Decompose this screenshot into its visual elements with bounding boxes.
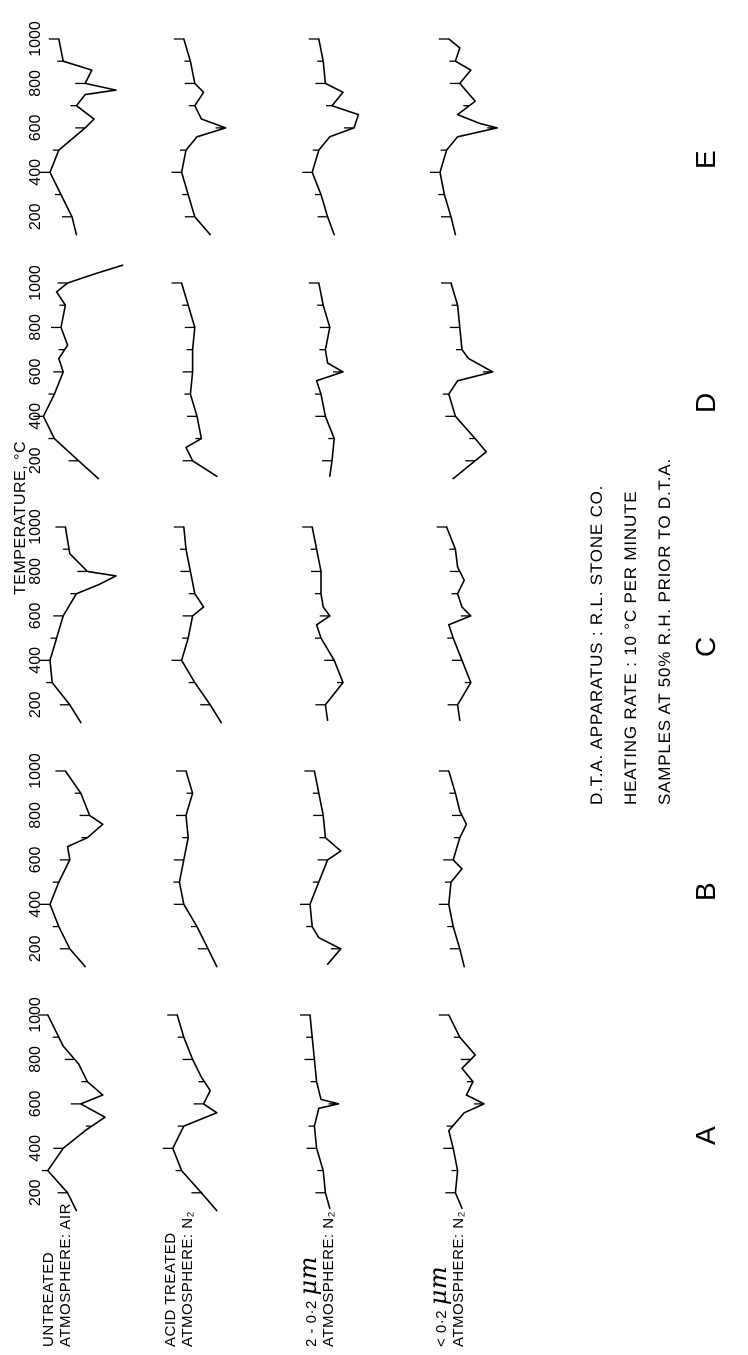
tick-label-c-400: 400 [27,647,44,674]
dta-curve-e-acid [180,38,227,236]
tick-label-e-400: 400 [27,159,44,186]
row-label-coarse: 2 - 0·2 μm ATMOSPHERE: N₂ [294,1211,337,1347]
column-letter-e: E [690,150,721,169]
row-label-fine-line1: < 0·2 [433,1305,450,1347]
axis-title: TEMPERATURE, °C [12,440,29,595]
row-label-untreated-line1: UNTREATED [40,1251,57,1347]
dta-curve-b-acid [178,770,218,968]
dta-curve-c-coarse [311,526,344,722]
dta-curve-e-fine [439,38,498,236]
row-label-acid-line1: ACID TREATED [162,1232,179,1347]
dta-curve-e-untreated [49,38,117,236]
tick-label-d-800: 800 [27,314,44,341]
dta-curve-c-acid [180,526,222,724]
dta-curve-c-untreated [49,526,117,724]
tick-label-a-1000: 1000 [27,997,44,1033]
column-letter-a: A [690,1126,721,1145]
row-label-coarse-line1: 2 - 0·2 [303,1295,320,1347]
row-label-untreated-line2: ATMOSPHERE: AIR [57,1203,74,1347]
row-label-fine-unit: μm [424,1265,452,1306]
dta-curve-d-acid [180,282,218,478]
dta-curve-d-fine [448,282,494,480]
tick-label-c-800: 800 [27,558,44,585]
dta-curve-d-untreated [42,264,124,480]
tick-label-d-1000: 1000 [27,265,44,301]
tick-label-a-600: 600 [27,1090,44,1117]
dta-curve-a-fine [448,1014,485,1210]
row-label-untreated: UNTREATED ATMOSPHERE: AIR [40,1203,74,1347]
row-label-coarse-unit: μm [294,1256,322,1296]
dta-curve-a-untreated [47,1014,106,1212]
tick-label-e-800: 800 [27,70,44,97]
dta-curve-b-coarse [309,770,342,966]
column-letter-b: B [690,882,721,901]
tick-label-c-1000: 1000 [27,509,44,545]
tick-label-d-600: 600 [27,358,44,385]
tick-label-a-400: 400 [27,1135,44,1162]
tick-label-e-600: 600 [27,114,44,141]
note-heating-rate: HEATING RATE : 10 °C PER MINUTE [621,490,640,805]
tick-label-b-200: 200 [27,935,44,962]
dta-curve-b-untreated [49,770,104,968]
note-samples: SAMPLES AT 50% R.H. PRIOR TO D.T.A. [655,457,674,805]
tick-label-b-600: 600 [27,846,44,873]
tick-label-a-200: 200 [27,1179,44,1206]
dta-curve-c-fine [445,526,472,722]
dta-curve-a-acid [172,1014,218,1212]
tick-label-e-1000: 1000 [27,21,44,57]
row-label-coarse-line2: ATMOSPHERE: N₂ [320,1211,337,1347]
tick-label-e-200: 200 [27,203,44,230]
row-label-fine: < 0·2 μm ATMOSPHERE: N₂ [424,1211,467,1347]
tick-label-b-400: 400 [27,891,44,918]
tick-label-d-200: 200 [27,447,44,474]
column-letter-d: D [690,392,721,413]
note-apparatus: D.T.A. APPARATUS : R.L. STONE CO. [587,484,606,805]
row-label-acid: ACID TREATED ATMOSPHERE: N₂ [162,1211,196,1347]
column-letter-c: C [690,636,721,657]
tick-label-a-800: 800 [27,1046,44,1073]
dta-curve-e-coarse [311,38,360,236]
dta-curve-b-fine [448,770,468,968]
row-label-acid-line2: ATMOSPHERE: N₂ [179,1211,196,1347]
tick-label-b-800: 800 [27,802,44,829]
dta-curve-d-coarse [315,282,344,478]
tick-label-b-1000: 1000 [27,753,44,789]
row-label-fine-line2: ATMOSPHERE: N₂ [450,1211,467,1347]
tick-label-c-200: 200 [27,691,44,718]
dta-curve-a-coarse [309,1014,340,1210]
apparatus-notes: D.T.A. APPARATUS : R.L. STONE CO. HEATIN… [580,458,682,805]
tick-label-c-600: 600 [27,602,44,629]
